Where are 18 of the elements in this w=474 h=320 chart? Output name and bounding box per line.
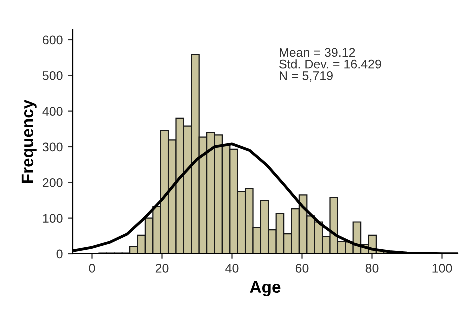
y-tick-label: 300: [42, 142, 63, 152]
x-axis-title: Age: [250, 281, 281, 296]
y-tick-label: 200: [43, 178, 63, 188]
y-tick-label: 400: [42, 107, 63, 116]
x-tick-label: 100: [432, 264, 452, 273]
y-tick-label: 0: [56, 250, 63, 259]
annotation: Std. Dev. = 16.429: [280, 60, 382, 69]
annotation: N = 5,719: [280, 72, 333, 82]
x-tick-label: 40: [226, 264, 239, 273]
x-tick-label: 20: [156, 264, 169, 273]
x-tick-label: 60: [296, 264, 309, 273]
y-axis-title: Frequency: [22, 100, 37, 184]
x-tick-label: 0: [89, 264, 96, 273]
x-tick-label: 80: [366, 264, 379, 273]
y-tick-label: 100: [43, 214, 63, 223]
y-tick-label: 500: [42, 71, 63, 80]
annotation: Mean = 39.12: [280, 48, 356, 58]
y-tick-label: 600: [43, 36, 63, 45]
